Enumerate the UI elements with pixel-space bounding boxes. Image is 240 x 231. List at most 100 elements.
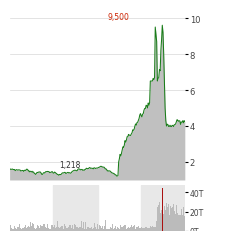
- Bar: [82, 228, 83, 231]
- Bar: [89, 226, 90, 231]
- Bar: [79, 227, 80, 231]
- Bar: [181, 209, 182, 231]
- Bar: [14, 226, 15, 231]
- Bar: [95, 227, 96, 231]
- Bar: [154, 227, 155, 231]
- Bar: [20, 225, 21, 231]
- Bar: [39, 228, 40, 231]
- Bar: [144, 228, 145, 231]
- Bar: [114, 228, 115, 231]
- Bar: [104, 226, 105, 231]
- Bar: [132, 227, 133, 231]
- Bar: [12, 228, 13, 231]
- Bar: [93, 228, 94, 231]
- Bar: [175, 214, 176, 231]
- Bar: [147, 228, 148, 231]
- Bar: [122, 227, 123, 231]
- Bar: [10, 225, 11, 231]
- Bar: [179, 216, 180, 231]
- Bar: [50, 229, 51, 231]
- Bar: [141, 185, 186, 231]
- Bar: [65, 226, 66, 231]
- Bar: [36, 228, 37, 231]
- Bar: [57, 221, 58, 231]
- Bar: [183, 207, 184, 231]
- Bar: [98, 229, 99, 231]
- Bar: [16, 229, 17, 231]
- Bar: [37, 225, 38, 231]
- Bar: [96, 229, 97, 231]
- Bar: [140, 228, 141, 231]
- Bar: [30, 222, 31, 231]
- Bar: [19, 224, 20, 231]
- Bar: [18, 227, 19, 231]
- Bar: [106, 229, 107, 231]
- Bar: [42, 226, 43, 231]
- Bar: [88, 227, 89, 231]
- Bar: [58, 227, 59, 231]
- Bar: [81, 222, 82, 231]
- Bar: [125, 225, 126, 231]
- Bar: [72, 229, 73, 231]
- Bar: [105, 220, 106, 231]
- Bar: [43, 224, 44, 231]
- Bar: [174, 210, 175, 231]
- Bar: [47, 225, 48, 231]
- Bar: [11, 228, 12, 231]
- Bar: [146, 227, 147, 231]
- Bar: [67, 228, 68, 231]
- Bar: [70, 228, 71, 231]
- Bar: [111, 228, 112, 231]
- Bar: [184, 206, 185, 231]
- Bar: [108, 229, 109, 231]
- Bar: [61, 226, 62, 231]
- Bar: [178, 215, 179, 231]
- Bar: [45, 227, 46, 231]
- Bar: [63, 229, 64, 231]
- Bar: [172, 214, 173, 231]
- Bar: [145, 227, 146, 231]
- Bar: [99, 225, 100, 231]
- Bar: [161, 210, 162, 231]
- Bar: [56, 227, 57, 231]
- Bar: [170, 207, 171, 231]
- Bar: [115, 226, 116, 231]
- Bar: [17, 227, 18, 231]
- Bar: [112, 225, 113, 231]
- Bar: [9, 229, 10, 231]
- Bar: [83, 222, 84, 231]
- Bar: [121, 227, 122, 231]
- Bar: [13, 229, 14, 231]
- Bar: [182, 215, 183, 231]
- Bar: [74, 224, 75, 231]
- Bar: [167, 207, 168, 231]
- Bar: [91, 227, 92, 231]
- Bar: [40, 225, 41, 231]
- Bar: [171, 208, 172, 231]
- Bar: [107, 228, 108, 231]
- Bar: [49, 229, 50, 231]
- Bar: [135, 229, 136, 231]
- Bar: [23, 228, 24, 231]
- Bar: [138, 226, 139, 231]
- Bar: [169, 215, 170, 231]
- Bar: [118, 228, 119, 231]
- Bar: [129, 228, 130, 231]
- Bar: [90, 228, 91, 231]
- Bar: [33, 224, 34, 231]
- Bar: [155, 227, 156, 231]
- Bar: [54, 225, 55, 231]
- Bar: [120, 225, 121, 231]
- Bar: [123, 226, 124, 231]
- Bar: [76, 227, 77, 231]
- Bar: [164, 207, 165, 231]
- Bar: [69, 225, 70, 231]
- Bar: [141, 227, 142, 231]
- Bar: [15, 228, 16, 231]
- Bar: [51, 225, 52, 231]
- Bar: [34, 228, 35, 231]
- Bar: [86, 229, 87, 231]
- Bar: [142, 228, 143, 231]
- Bar: [64, 224, 65, 231]
- Bar: [77, 226, 78, 231]
